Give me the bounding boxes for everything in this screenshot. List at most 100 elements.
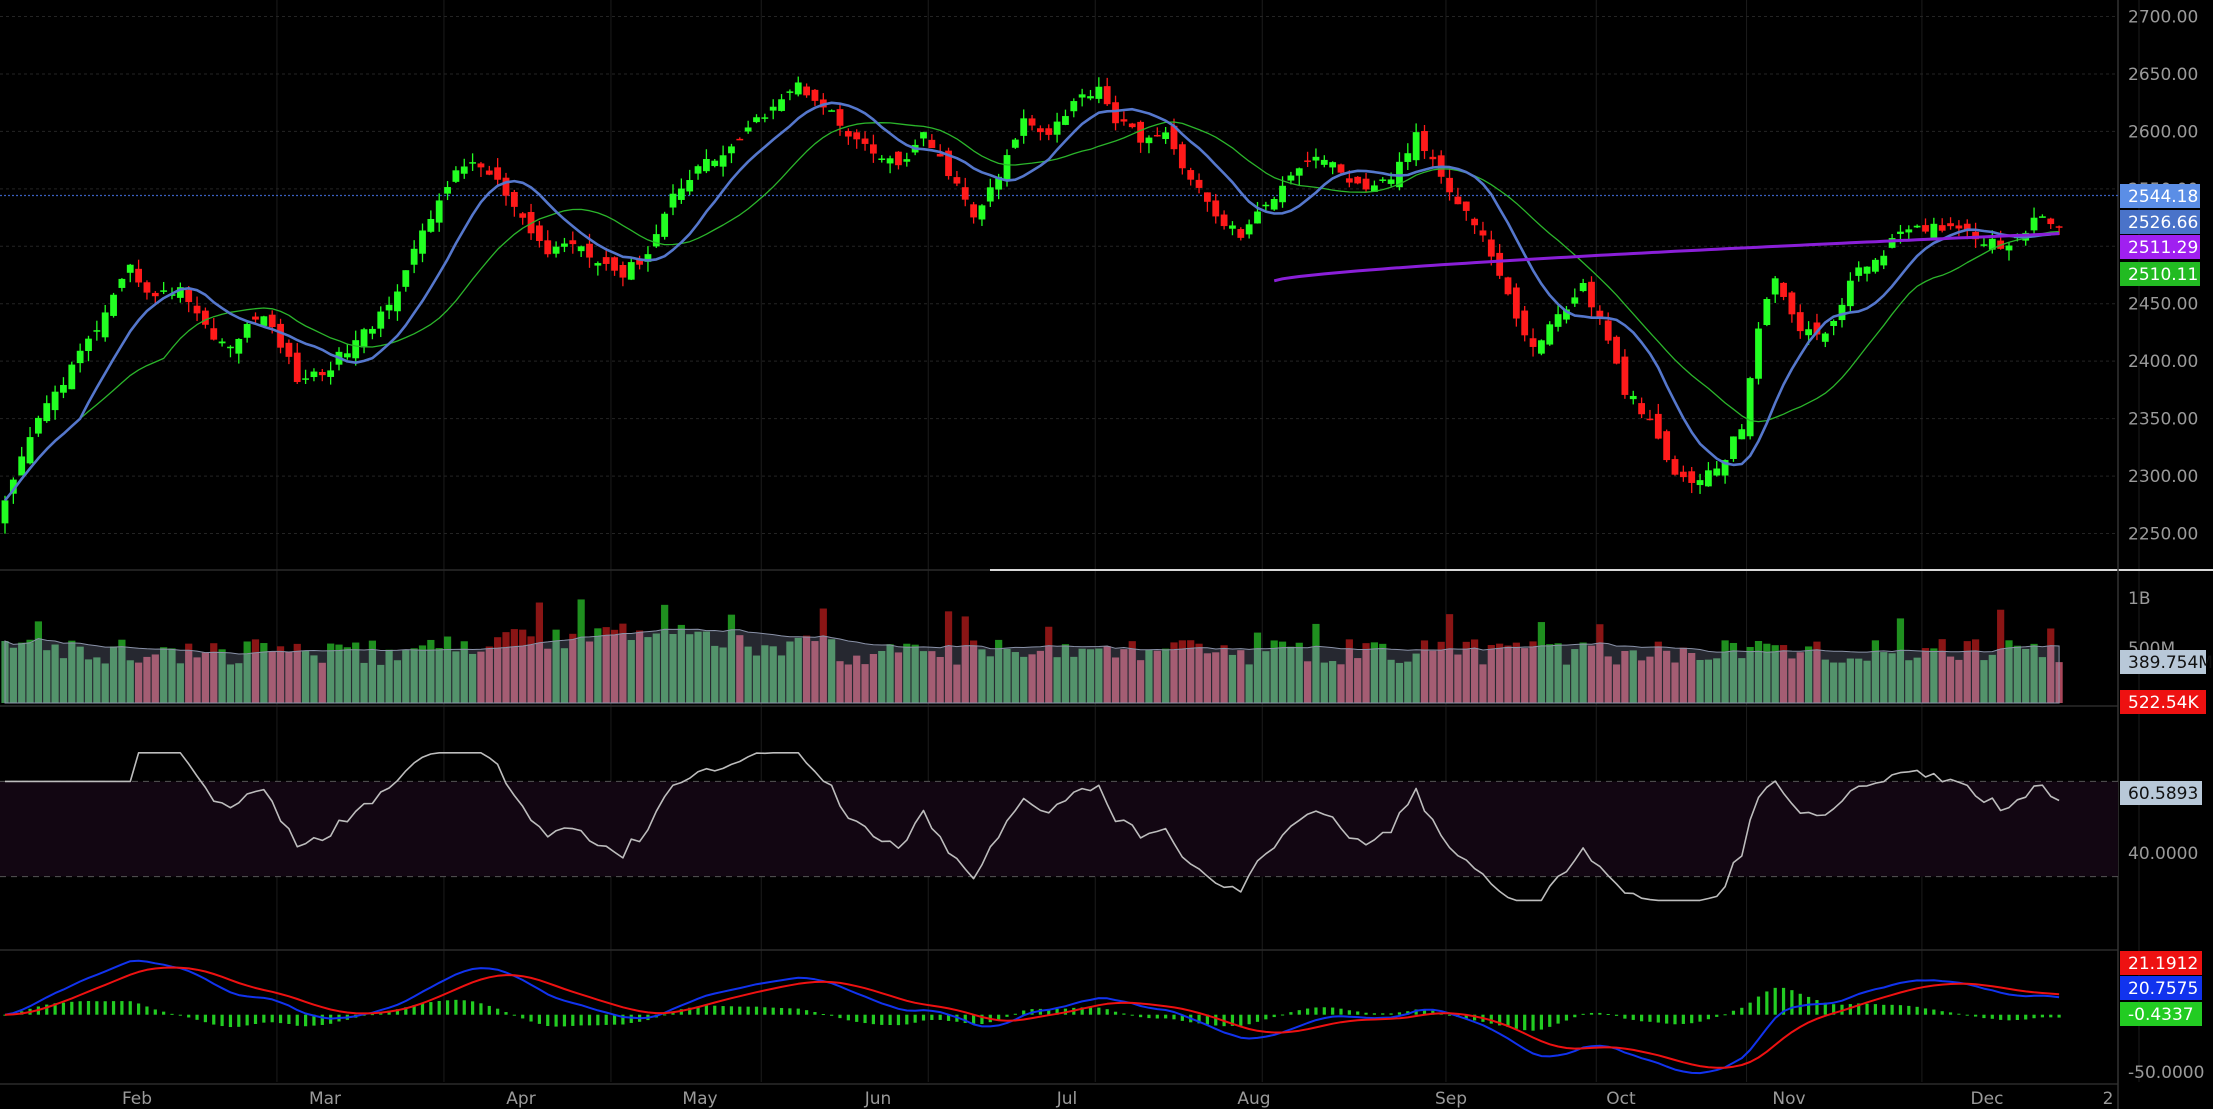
rsi-panel[interactable]: [0, 752, 2118, 902]
candle-body: [2030, 217, 2038, 231]
candle-body: [2047, 218, 2055, 225]
volume-bar: [59, 658, 68, 703]
candle-body: [1262, 204, 1270, 207]
macd-histogram-bar: [178, 1014, 182, 1016]
macd-histogram-bar: [629, 1014, 633, 1023]
candle-body: [1830, 320, 1838, 326]
macd-histogram-bar: [1297, 1010, 1301, 1015]
candle-body: [1128, 123, 1136, 128]
candle-body: [1538, 340, 1545, 354]
volume-bar-top: [185, 643, 193, 651]
macd-panel[interactable]: [3, 959, 2061, 1075]
candle-body: [1947, 223, 1954, 227]
candle-body: [410, 248, 418, 265]
volume-bar: [961, 645, 969, 703]
candle-body: [193, 305, 201, 314]
volume-bar: [43, 650, 51, 703]
candle-body: [385, 304, 393, 311]
macd-histogram-bar: [796, 1008, 800, 1015]
price-tick-label: 2450.00: [2128, 295, 2198, 315]
volume-bar-top: [251, 639, 260, 653]
volume-bar-top: [1170, 642, 1178, 650]
volume-bar: [1354, 658, 1362, 703]
macd-histogram-bar: [813, 1012, 817, 1015]
volume-panel[interactable]: [1, 599, 2063, 704]
rsi-band: [0, 781, 2118, 877]
candle-body: [1137, 121, 1144, 143]
volume-bar: [1738, 658, 1746, 703]
price-panel[interactable]: [0, 76, 2118, 534]
candle-body: [1679, 471, 1687, 478]
macd-histogram-bar: [1498, 1014, 1502, 1026]
candle-body: [469, 162, 476, 164]
macd-histogram-bar: [938, 1014, 942, 1020]
candle-body: [936, 153, 944, 157]
volume-bar: [719, 647, 727, 703]
volume-bar-top: [1187, 640, 1195, 649]
macd-histogram-bar: [2032, 1014, 2036, 1019]
volume-bar: [919, 651, 928, 703]
candle-body: [377, 311, 385, 329]
month-label: 2: [2103, 1089, 2114, 1109]
volume-bar-top: [1963, 641, 1971, 652]
macd-histogram-bar: [220, 1014, 224, 1027]
macd-histogram-bar: [471, 1001, 475, 1015]
macd-histogram-bar: [1865, 1003, 1869, 1015]
volume-bar: [953, 664, 961, 703]
candle-body: [143, 282, 151, 293]
macd-histogram-bar: [187, 1014, 191, 1018]
volume-bar-top: [1270, 640, 1278, 649]
macd-tag-bg: [2120, 976, 2202, 1000]
volume-bar-top: [1420, 640, 1429, 651]
volume-bar: [1036, 650, 1044, 703]
macd-histogram-bar: [245, 1014, 249, 1026]
macd-histogram-bar: [212, 1014, 216, 1025]
macd-histogram-bar: [930, 1014, 934, 1020]
candle-body: [268, 314, 276, 327]
candle-body: [1078, 94, 1086, 98]
volume-bar: [1045, 645, 1053, 703]
candle-body: [1897, 231, 1904, 234]
volume-bar: [1946, 656, 1955, 703]
volume-bar-top: [1487, 645, 1495, 650]
volume-bar-top: [1930, 648, 1938, 652]
candle-body: [1287, 175, 1295, 181]
macd-histogram-bar: [1848, 1004, 1852, 1015]
macd-histogram-bar: [1665, 1014, 1669, 1024]
macd-histogram-bar: [729, 1006, 734, 1015]
volume-bar: [2005, 647, 2013, 703]
macd-tick-label: -50.0000: [2128, 1063, 2204, 1083]
volume-bar: [1120, 649, 1128, 703]
volume-bar: [1905, 660, 1913, 703]
volume-bar-top: [1162, 648, 1170, 650]
macd-histogram-bar: [462, 1000, 466, 1015]
candle-body: [844, 131, 852, 137]
volume-bar: [1312, 646, 1320, 703]
candle-body: [1646, 418, 1654, 421]
volume-bar: [1638, 660, 1646, 703]
macd-histogram-bar: [1306, 1008, 1310, 1015]
candle-body: [536, 225, 543, 241]
candle-body: [435, 200, 443, 223]
volume-bar: [869, 654, 877, 703]
volume-bar: [861, 664, 869, 703]
volume-bar: [193, 657, 201, 703]
candle-body: [1588, 281, 1595, 308]
volume-bar: [1763, 652, 1771, 703]
macd-histogram-bar: [1706, 1014, 1710, 1020]
volume-bar-top: [327, 643, 335, 651]
volume-bar: [1830, 662, 1838, 703]
candle-body: [135, 268, 142, 283]
candle-body: [786, 91, 794, 93]
candle-body: [694, 166, 702, 174]
macd-histogram-bar: [1473, 1014, 1477, 1021]
volume-bar: [1362, 649, 1370, 703]
volume-bar: [135, 662, 143, 703]
volume-bar-top: [218, 649, 226, 653]
volume-bar: [1805, 650, 1813, 703]
candle-body: [2055, 226, 2063, 228]
volume-bar-top: [995, 639, 1003, 649]
candle-body: [1780, 282, 1787, 297]
macd-histogram-bar: [404, 1007, 408, 1015]
